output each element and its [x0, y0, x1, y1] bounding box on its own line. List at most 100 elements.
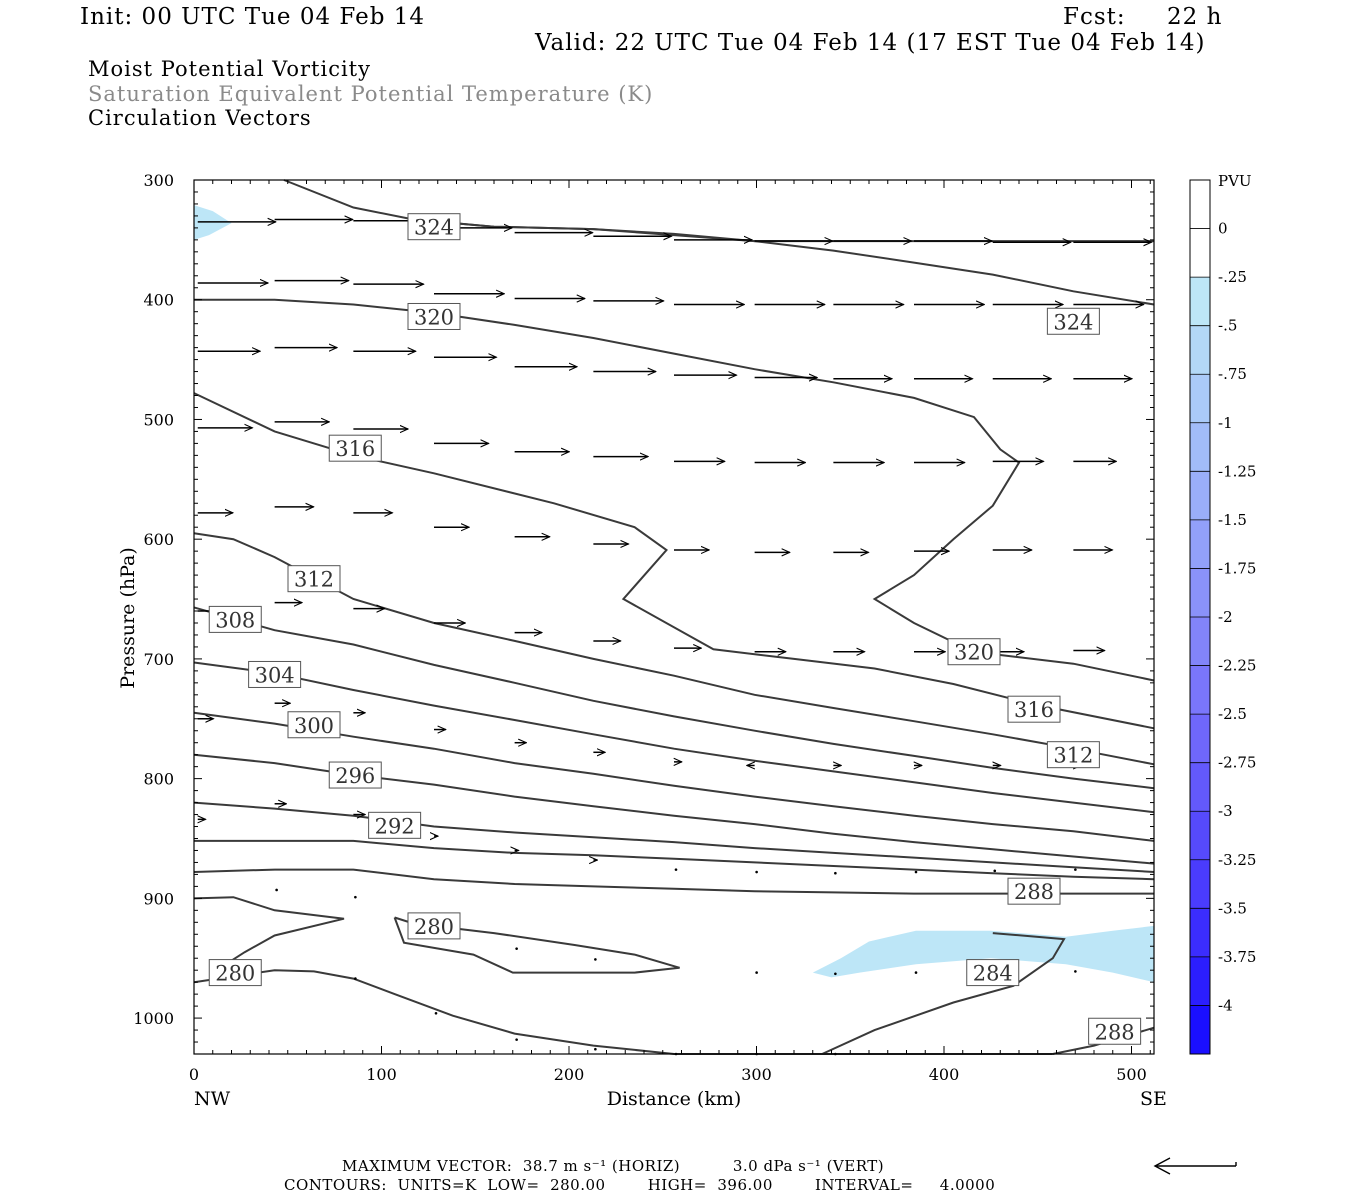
contour-label-box: [208, 959, 262, 987]
x-tick-label: 200: [554, 1065, 585, 1084]
forecast-label: Fcst:: [1063, 4, 1126, 30]
contour-labels: 324 324 320 320 316 316 312 312 308 304 300 296 292 2…: [208, 213, 1142, 1045]
isentrope-292-9: [193, 801, 1155, 873]
contour-label-box: [328, 761, 382, 789]
contour-label: 320: [407, 302, 461, 330]
contour-label: 320: [947, 638, 1001, 666]
contour-label-text: 300: [294, 714, 334, 738]
contour-label: 292: [368, 811, 422, 839]
colorbar-label: -2.75: [1218, 754, 1256, 772]
contour-info: CONTOURS: UNITS=K LOW= 280.00 HIGH= 396.…: [284, 1176, 996, 1194]
colorbar-swatch: [1190, 325, 1210, 375]
reference-vector: [1153, 1157, 1237, 1175]
contour-label: 284: [966, 959, 1020, 987]
colorbar-swatch: [1190, 617, 1210, 667]
colorbar-label: -.5: [1218, 317, 1237, 335]
circulation-vector: [755, 870, 758, 874]
isentrope-288-16: [1052, 1026, 1155, 1055]
contour-label-box: [407, 912, 461, 940]
x-right-end-label: SE: [1140, 1088, 1167, 1110]
isentrope-324-1: [413, 218, 1154, 243]
y-tick-label: 600: [143, 530, 174, 549]
colorbar-label: -2.25: [1218, 657, 1256, 675]
isentrope-324-0: [283, 179, 1155, 306]
contour-label-text: 304: [255, 663, 295, 687]
circulation-vector: [354, 895, 357, 899]
contour-label: 280: [208, 959, 262, 987]
contour-label: 324: [1046, 307, 1100, 335]
colorbar-label: -2: [1218, 608, 1233, 626]
isentrope-contours: [193, 179, 1155, 1055]
circulation-vector: [914, 870, 918, 874]
colorbar-label: -3.5: [1218, 899, 1247, 917]
contour-label-box: [966, 959, 1020, 987]
x-tick-label: 100: [366, 1065, 397, 1084]
y-tick-label: 700: [143, 650, 174, 669]
circulation-vector: [434, 1011, 438, 1015]
title-mpv: Moist Potential Vorticity: [88, 57, 371, 81]
contour-label-text: 312: [294, 568, 334, 592]
circulation-vector: [1074, 868, 1077, 871]
y-tick-label: 500: [143, 410, 174, 429]
contour-label: 308: [208, 605, 262, 633]
contour-label: 316: [1007, 695, 1061, 723]
isentrope-308-5: [193, 606, 1155, 790]
colorbar-swatch: [1190, 568, 1210, 618]
contour-label-box: [1088, 1017, 1142, 1045]
contour-label-text: 308: [215, 608, 255, 632]
contour-label-text: 288: [1014, 880, 1054, 904]
circulation-vector: [834, 871, 837, 875]
colorbar-label: -1.75: [1218, 559, 1256, 577]
contour-label-text: 320: [414, 305, 454, 329]
contour-label-text: 288: [1095, 1020, 1135, 1044]
isentrope-300-7: [193, 711, 1155, 842]
contour-label-text: 324: [1053, 310, 1093, 334]
contour-label-text: 320: [954, 641, 994, 665]
contour-label-text: 296: [335, 764, 375, 788]
contour-label-text: 280: [414, 915, 454, 939]
isentrope-290-10: [194, 839, 1155, 881]
circulation-vector: [834, 1052, 837, 1056]
colorbar-label: -3.75: [1218, 948, 1256, 966]
contour-label-box: [407, 213, 461, 241]
contour-label: 316: [328, 434, 382, 462]
x-axis-label: Distance (km): [607, 1088, 742, 1110]
colorbar-swatch: [1190, 908, 1210, 958]
contour-label-text: 316: [335, 437, 375, 461]
isentrope-316-3: [193, 392, 1155, 730]
circulation-vector: [674, 1052, 678, 1056]
colorbar-label: -.75: [1218, 365, 1247, 383]
circulation-vector: [434, 921, 438, 924]
contour-label-box: [248, 660, 302, 688]
colorbar-swatch: [1190, 665, 1210, 715]
title-vectors: Circulation Vectors: [88, 106, 312, 130]
y-axis-label: Pressure (hPa): [117, 547, 139, 689]
contour-label-box: [328, 434, 382, 462]
colorbar-swatch: [1190, 762, 1210, 812]
circulation-vector: [515, 1038, 518, 1041]
colorbar-swatch: [1190, 859, 1210, 909]
isentrope-320-2: [194, 298, 1155, 682]
contour-label-text: 292: [375, 814, 415, 838]
circulation-vector: [594, 958, 597, 961]
colorbar-swatch: [1190, 519, 1210, 569]
circulation-vector: [594, 1047, 597, 1051]
isentrope-288-11: [193, 868, 1154, 895]
mpv-shading: [194, 205, 1154, 983]
contour-label-box: [287, 711, 341, 739]
circulation-vector: [515, 947, 518, 950]
contour-label-text: 324: [414, 216, 454, 240]
colorbar-label: -3.25: [1218, 851, 1256, 869]
y-tick-label: 400: [143, 291, 174, 310]
isentrope-296-8: [193, 753, 1155, 865]
circulation-vector: [755, 971, 758, 974]
colorbar-swatch: [1190, 277, 1210, 327]
mpv-shade-region-0: [194, 205, 232, 240]
isentrope-284-12: [193, 896, 345, 974]
colorbar-label: -1.25: [1218, 462, 1256, 480]
colorbar-swatch: [1190, 1005, 1210, 1055]
x-tick-label: 500: [1116, 1065, 1147, 1084]
colorbar-label: -1: [1218, 414, 1233, 432]
contour-label-box: [407, 302, 461, 330]
